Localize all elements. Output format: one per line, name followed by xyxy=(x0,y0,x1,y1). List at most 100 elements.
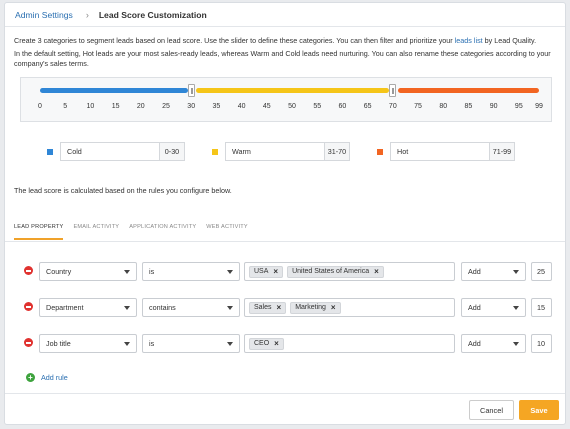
cold-range: 0-30 xyxy=(159,143,184,160)
remove-tag-icon[interactable]: × xyxy=(330,303,336,312)
chevron-down-icon xyxy=(124,270,130,274)
remove-tag-icon[interactable]: × xyxy=(374,267,379,276)
slider-tick-label: 60 xyxy=(338,103,347,110)
tab-lead-property[interactable]: LEAD PROPERTY xyxy=(14,224,64,240)
hot-name-input[interactable]: Hot xyxy=(397,147,409,156)
tab-divider xyxy=(5,241,565,242)
operator-select[interactable]: contains xyxy=(142,298,240,317)
value-tags-input[interactable]: Sales × Marketing × xyxy=(244,298,455,317)
hot-field: Hot 71-99 xyxy=(390,142,515,161)
chevron-down-icon xyxy=(513,306,519,310)
action-select[interactable]: Add xyxy=(461,262,526,281)
tag-label: USA xyxy=(254,268,269,275)
slider-tick-label: 5 xyxy=(63,103,68,110)
value-tag: Marketing × xyxy=(290,301,341,314)
cold-color-swatch xyxy=(47,148,53,155)
remove-tag-icon[interactable]: × xyxy=(273,267,279,276)
category-warm: Warm 31-70 xyxy=(212,142,350,161)
action-select[interactable]: Add xyxy=(461,334,526,353)
slider-tick-label: 99 xyxy=(535,103,543,110)
tab-email-activity[interactable]: EMAIL ACTIVITY xyxy=(73,224,120,230)
score-slider[interactable]: 0 5 10 15 20 25 30 35 40 45 50 55 60 65 70 75 80 85 90 95 99 xyxy=(20,77,552,122)
remove-rule-icon[interactable] xyxy=(24,338,33,347)
category-cold: Cold 0-30 xyxy=(47,142,185,161)
operator-select[interactable]: is xyxy=(142,334,240,353)
warm-color-swatch xyxy=(212,148,218,155)
slider-track-cold xyxy=(40,88,189,93)
tab-web-activity[interactable]: WEB ACTIVITY xyxy=(206,224,248,230)
action-value: Add xyxy=(468,339,481,348)
remove-rule-icon[interactable] xyxy=(24,302,33,311)
cold-field: Cold 0-30 xyxy=(60,142,185,161)
field-select[interactable]: Department xyxy=(39,298,137,317)
rule-row: Department contains Sales × Marketing × Ad… xyxy=(5,298,565,317)
slider-track-warm xyxy=(196,88,389,93)
field-value: Job title xyxy=(46,339,71,348)
header-bar: Admin Settings › Lead Score Customizatio… xyxy=(5,3,565,27)
field-select[interactable]: Country xyxy=(39,262,137,281)
warm-field: Warm 31-70 xyxy=(225,142,350,161)
chevron-down-icon xyxy=(513,270,519,274)
slider-tick-label: 65 xyxy=(363,103,372,110)
field-select[interactable]: Job title xyxy=(39,334,137,353)
breadcrumb-chevron-icon: › xyxy=(85,9,89,20)
rule-tabs: LEAD PROPERTY EMAIL ACTIVITY APPLICATION… xyxy=(14,224,258,240)
warm-name-input[interactable]: Warm xyxy=(232,147,251,156)
plus-icon: + xyxy=(26,373,35,382)
add-rule-button[interactable]: + Add rule xyxy=(26,373,68,382)
warm-range: 31-70 xyxy=(324,143,349,160)
slider-tick-label: 55 xyxy=(313,103,322,110)
remove-rule-icon[interactable] xyxy=(24,266,33,275)
tag-label: Marketing xyxy=(295,304,326,311)
value-tag: United States of America × xyxy=(287,265,384,278)
rule-row: Job title is CEO × Add 10 xyxy=(5,334,565,353)
slider-track-hot xyxy=(397,88,539,93)
slider-tick-label: 35 xyxy=(212,103,221,110)
chevron-down-icon xyxy=(227,342,233,346)
chevron-down-icon xyxy=(227,270,233,274)
slider-handle-warm-hot[interactable] xyxy=(389,84,397,97)
value-tags-input[interactable]: USA × United States of America × xyxy=(244,262,455,281)
cold-name-input[interactable]: Cold xyxy=(67,147,82,156)
rules-note: The lead score is calculated based on th… xyxy=(14,186,232,195)
lead-score-panel: Admin Settings › Lead Score Customizatio… xyxy=(4,2,566,425)
slider-tick-label: 70 xyxy=(388,103,397,110)
chevron-down-icon xyxy=(227,306,233,310)
slider-tick-label: 40 xyxy=(237,103,246,110)
field-value: Department xyxy=(46,303,84,312)
slider-tick-label: 15 xyxy=(111,103,120,110)
slider-tick-label: 25 xyxy=(162,103,170,110)
add-rule-label: Add rule xyxy=(41,373,68,382)
footer-divider xyxy=(5,393,565,394)
points-input[interactable]: 25 xyxy=(531,262,552,281)
chevron-down-icon xyxy=(513,342,519,346)
intro-text-post: by Lead Quality. xyxy=(482,36,537,45)
save-button[interactable]: Save xyxy=(519,400,559,420)
points-input[interactable]: 15 xyxy=(531,298,552,317)
slider-tick-label: 20 xyxy=(136,103,145,110)
leads-list-link[interactable]: leads list xyxy=(454,36,483,45)
operator-value: is xyxy=(149,339,155,348)
value-tags-input[interactable]: CEO × xyxy=(244,334,455,353)
page-title: Lead Score Customization xyxy=(98,9,207,20)
slider-handle-cold-warm[interactable] xyxy=(187,84,195,97)
slider-tick-label: 10 xyxy=(86,103,95,110)
chevron-down-icon xyxy=(124,306,130,310)
breadcrumb-admin-settings[interactable]: Admin Settings xyxy=(15,9,73,20)
tag-label: United States of America xyxy=(292,268,370,275)
value-tag: Sales × xyxy=(249,301,287,314)
chevron-down-icon xyxy=(124,342,130,346)
operator-value: is xyxy=(149,267,155,276)
intro-line-2: In the default setting, Hot leads are yo… xyxy=(14,49,551,68)
cancel-button[interactable]: Cancel xyxy=(469,400,514,420)
value-tag: USA × xyxy=(249,265,284,278)
slider-tick-label: 85 xyxy=(464,103,473,110)
remove-tag-icon[interactable]: × xyxy=(274,339,279,348)
hot-color-swatch xyxy=(377,148,383,155)
tab-application-activity[interactable]: APPLICATION ACTIVITY xyxy=(129,224,197,230)
action-select[interactable]: Add xyxy=(461,298,526,317)
remove-tag-icon[interactable]: × xyxy=(276,303,282,312)
points-input[interactable]: 10 xyxy=(531,334,552,353)
slider-tick-label: 95 xyxy=(514,103,523,110)
operator-select[interactable]: is xyxy=(142,262,240,281)
